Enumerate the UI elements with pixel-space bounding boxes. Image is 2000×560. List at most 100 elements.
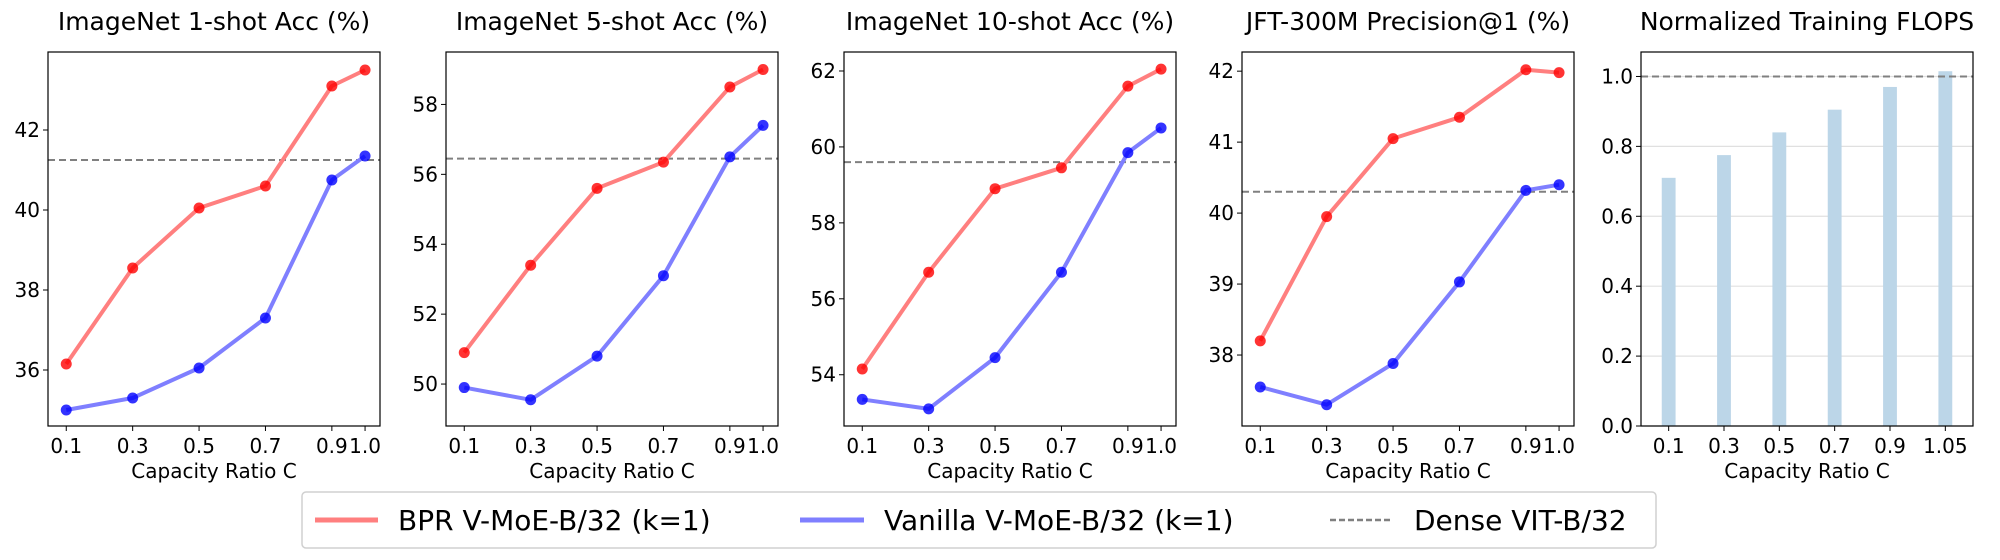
- point-bpr-0.9: [724, 81, 736, 93]
- point-vanilla-0.3: [923, 403, 935, 415]
- point-vanilla-0.7: [1453, 276, 1465, 288]
- x-tick-label: 0.5: [1377, 434, 1409, 458]
- bar-0.9: [1883, 86, 1897, 426]
- series-line-bpr: [462, 67, 764, 354]
- y-tick-label: 0.6: [1601, 204, 1633, 228]
- x-tick-label: 0.5: [1763, 434, 1795, 458]
- point-vanilla-0.5: [591, 350, 603, 362]
- y-tick-label: 62: [811, 59, 836, 83]
- y-tick-label: 42: [15, 118, 40, 142]
- x-tick-label: 0.7: [1444, 434, 1476, 458]
- y-tick-label: 0.4: [1601, 274, 1633, 298]
- point-vanilla-0.7: [1055, 266, 1067, 278]
- x-tick-label: 0.3: [1708, 434, 1740, 458]
- y-tick-label: 40: [1209, 201, 1234, 225]
- axes-frame: [1640, 51, 1974, 427]
- x-axis-label: Capacity Ratio C: [1724, 459, 1889, 483]
- y-tick-label: 39: [1209, 272, 1234, 296]
- point-vanilla-1.0: [1155, 122, 1167, 134]
- y-tick-label: 50: [413, 372, 438, 396]
- x-tick-label: 0.9: [714, 434, 746, 458]
- point-vanilla-0.3: [1321, 399, 1333, 411]
- y-tick-label: 42: [1209, 59, 1234, 83]
- x-tick-label: 0.3: [515, 434, 547, 458]
- point-bpr-0.3: [127, 262, 139, 274]
- chart-title: JFT-300M Precision@1 (%): [1244, 7, 1570, 36]
- legend: BPR V-MoE-B/32 (k=1) Vanilla V-MoE-B/32 …: [301, 491, 1657, 549]
- chart-title: ImageNet 1-shot Acc (%): [58, 7, 370, 36]
- point-vanilla-0.7: [657, 270, 669, 282]
- point-bpr-0.9: [1122, 80, 1134, 92]
- point-vanilla-0.3: [525, 394, 537, 406]
- x-axis-label: Capacity Ratio C: [529, 459, 694, 483]
- x-tick-label: 1.0: [349, 434, 381, 458]
- y-tick-label: 56: [413, 162, 438, 186]
- y-tick-label: 56: [811, 287, 836, 311]
- bar-0.1: [1661, 177, 1676, 426]
- point-bpr-0.5: [193, 202, 205, 214]
- y-tick-label: 38: [1209, 343, 1234, 367]
- x-tick-label: 0.1: [448, 434, 480, 458]
- point-bpr-0.5: [591, 182, 603, 194]
- x-tick-label: 1.0: [1145, 434, 1177, 458]
- point-bpr-0.9: [1520, 64, 1532, 76]
- bar-0.3: [1717, 155, 1731, 426]
- x-tick-label: 0.1: [1244, 434, 1276, 458]
- bar-0.5: [1772, 132, 1787, 426]
- point-vanilla-0.5: [193, 362, 205, 374]
- point-bpr-0.3: [923, 266, 935, 278]
- axes-frame: [843, 51, 1177, 427]
- axes-frame: [47, 51, 381, 427]
- x-axis-label: Capacity Ratio C: [1325, 459, 1490, 483]
- x-tick-label: 0.9: [1874, 434, 1906, 458]
- point-bpr-0.7: [1453, 111, 1465, 123]
- x-tick-label: 0.9: [1510, 434, 1542, 458]
- x-tick-label: 0.7: [1819, 434, 1851, 458]
- point-bpr-0.1: [856, 363, 868, 375]
- chart-title: Normalized Training FLOPS: [1640, 7, 1974, 36]
- point-bpr-1.0: [1553, 67, 1565, 79]
- bar-1.05: [1938, 71, 1953, 426]
- point-bpr-0.5: [1387, 133, 1399, 145]
- point-bpr-1.0: [359, 64, 371, 76]
- series-line-vanilla: [463, 123, 765, 402]
- x-tick-label: 0.9: [316, 434, 348, 458]
- series-line-bpr: [860, 67, 1162, 371]
- y-tick-label: 38: [15, 278, 40, 302]
- point-bpr-0.7: [1055, 162, 1067, 174]
- point-bpr-1.0: [1155, 63, 1167, 75]
- point-vanilla-0.1: [60, 404, 72, 416]
- point-vanilla-0.3: [127, 392, 139, 404]
- y-tick-label: 60: [811, 135, 836, 159]
- bar-0.7: [1827, 109, 1842, 426]
- axes-frame: [1241, 51, 1575, 427]
- point-vanilla-1.0: [359, 150, 371, 162]
- point-vanilla-0.9: [1520, 184, 1532, 196]
- point-vanilla-0.7: [259, 312, 271, 324]
- y-tick-label: 0.2: [1601, 344, 1633, 368]
- y-tick-label: 54: [413, 232, 438, 256]
- point-bpr-0.1: [1254, 335, 1266, 347]
- point-vanilla-0.1: [1254, 381, 1266, 393]
- legend-frame: [301, 491, 1657, 549]
- point-vanilla-0.1: [458, 382, 470, 394]
- point-bpr-0.9: [326, 80, 338, 92]
- y-tick-label: 40: [15, 198, 40, 222]
- point-bpr-0.3: [1321, 211, 1333, 223]
- x-axis-label: Capacity Ratio C: [131, 459, 296, 483]
- y-tick-label: 54: [811, 363, 836, 387]
- point-vanilla-0.9: [326, 174, 338, 186]
- x-tick-label: 0.5: [183, 434, 215, 458]
- y-tick-label: 1.0: [1601, 64, 1633, 88]
- legend-label-dense: Dense VIT-B/32: [1414, 504, 1627, 537]
- point-bpr-0.7: [657, 156, 669, 168]
- point-bpr-0.7: [259, 180, 271, 192]
- point-vanilla-0.5: [1387, 358, 1399, 370]
- point-vanilla-1.0: [757, 119, 769, 131]
- series-line-bpr: [64, 68, 366, 366]
- panel-1: ImageNet 1-shot Acc (%) 36 38 40 42 0.1 0.3 0.5…: [15, 7, 381, 483]
- point-vanilla-0.9: [724, 151, 736, 163]
- x-tick-label: 0.1: [50, 434, 82, 458]
- x-tick-label: 0.3: [117, 434, 149, 458]
